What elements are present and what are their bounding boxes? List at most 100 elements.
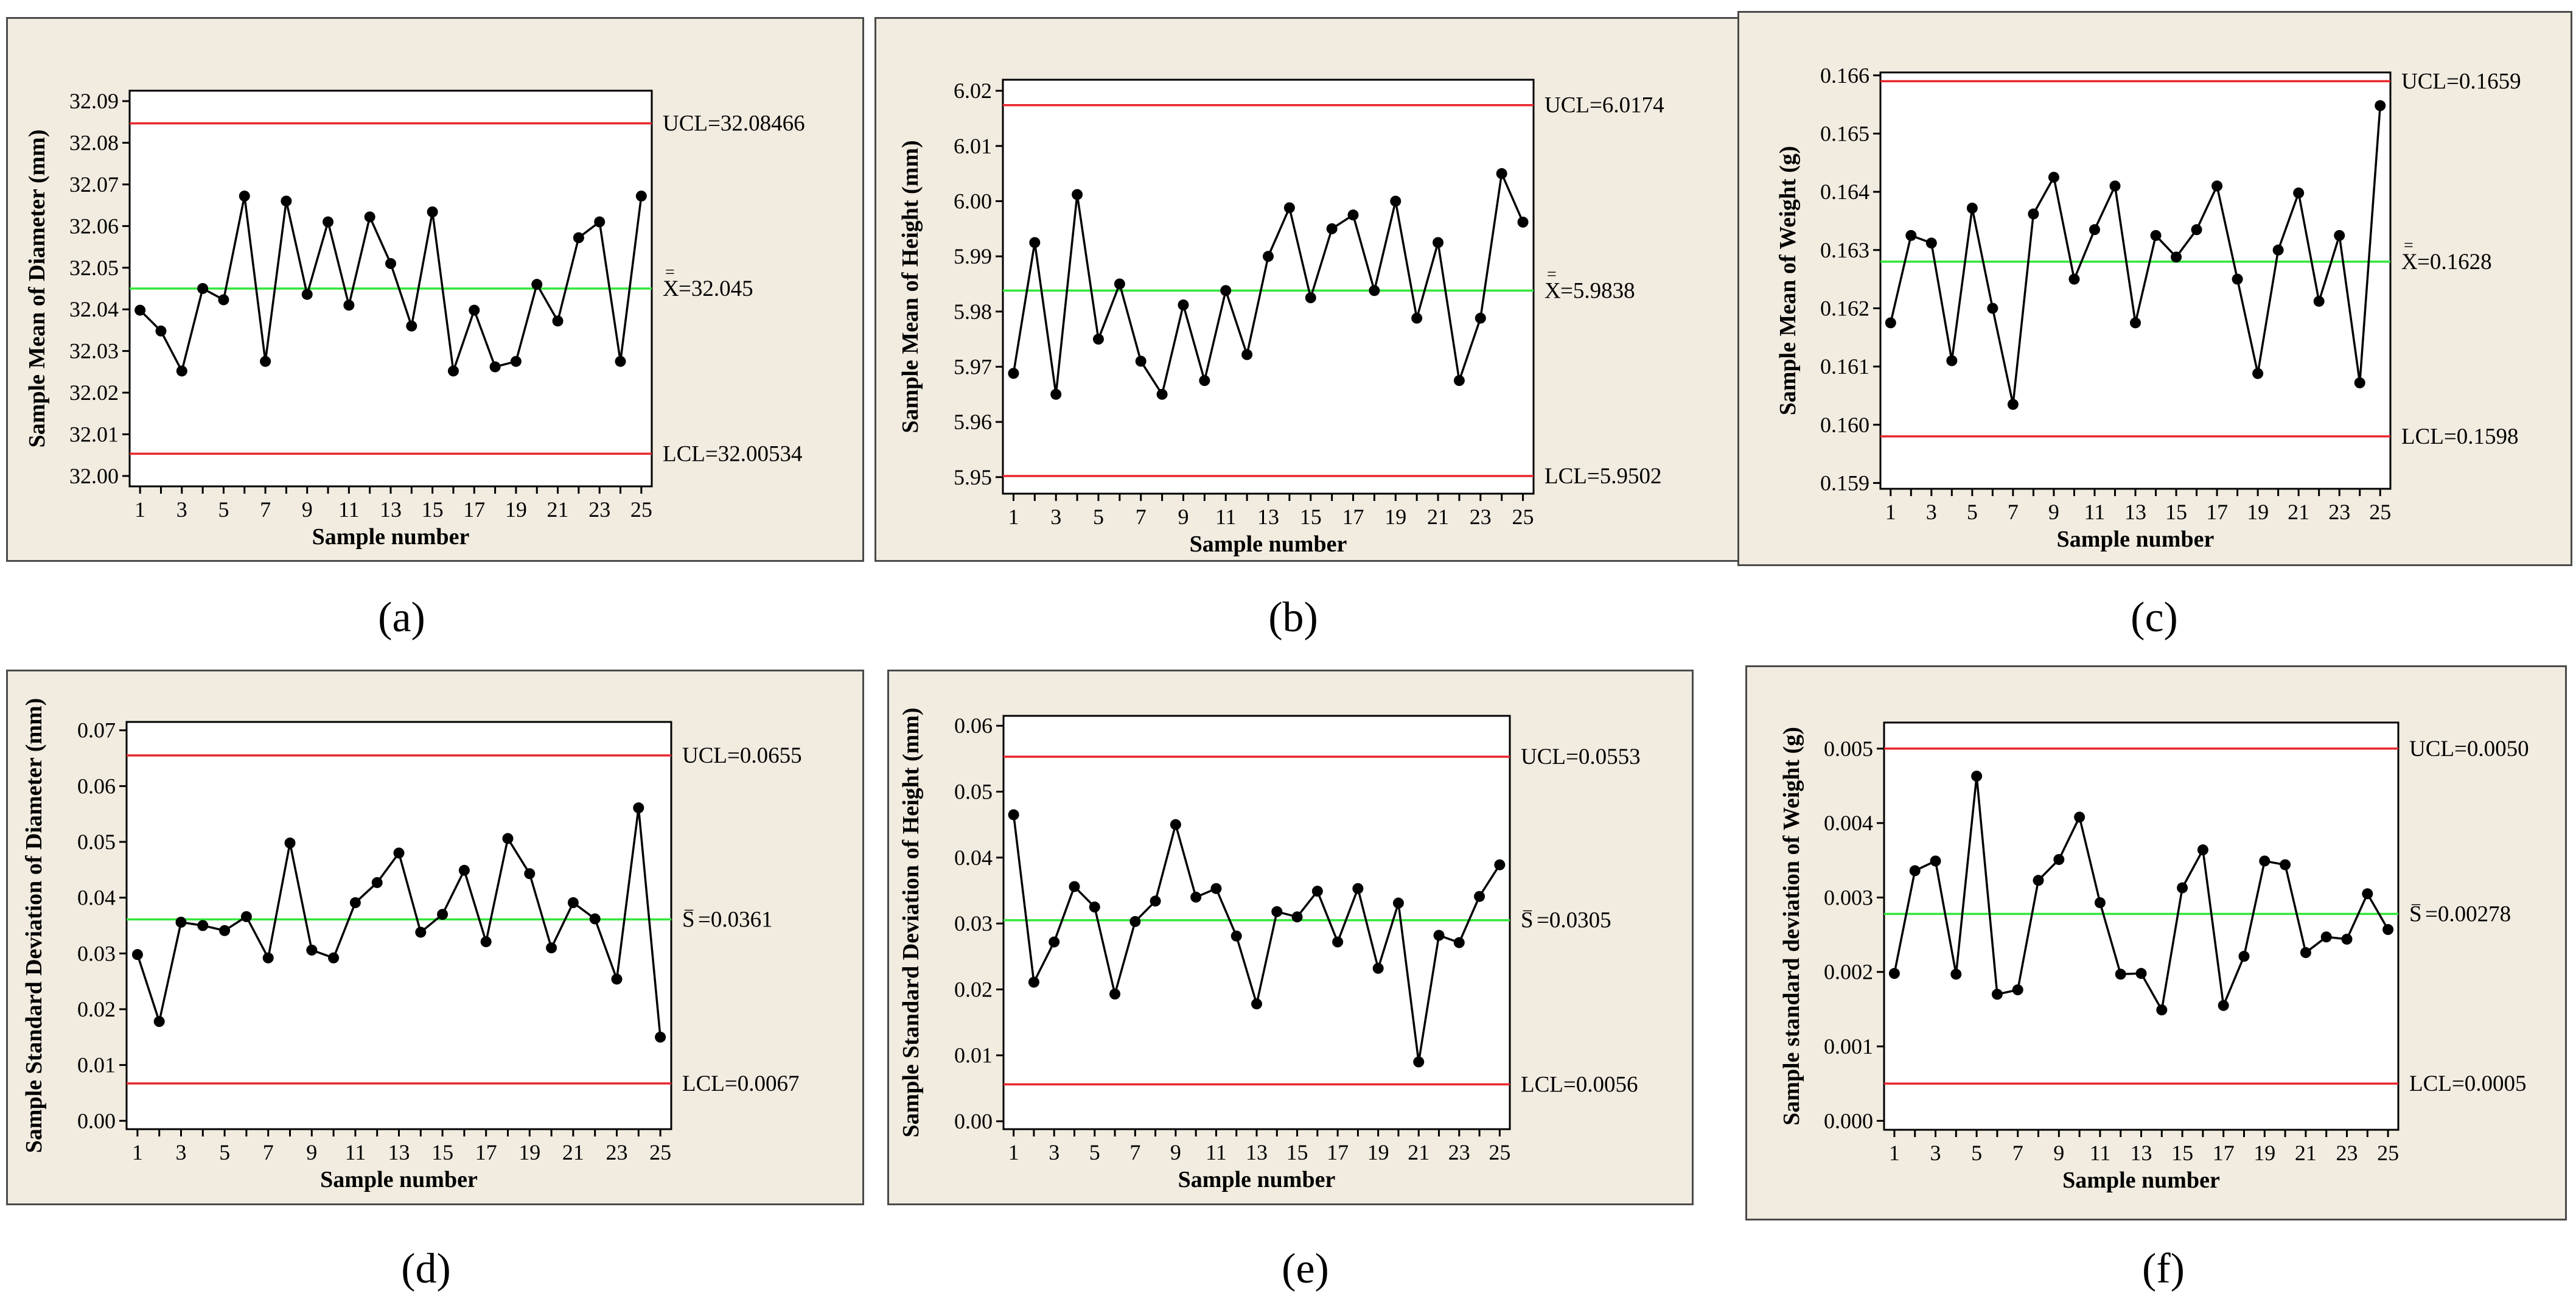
x-tick-label: 13: [2131, 1141, 2152, 1165]
data-point: [1411, 312, 1423, 324]
data-point: [1909, 865, 1921, 877]
y-tick-label: 0.00: [954, 1109, 993, 1133]
data-point: [364, 211, 375, 223]
x-tick-label: 9: [2053, 1141, 2064, 1165]
data-point: [1347, 209, 1359, 221]
x-tick-label: 7: [263, 1140, 274, 1164]
data-point: [1474, 891, 1485, 902]
data-point: [552, 315, 564, 327]
x-tick-label: 25: [1489, 1140, 1510, 1164]
x-tick-label: 17: [475, 1140, 497, 1164]
data-point: [1008, 809, 1019, 821]
data-point: [260, 355, 271, 367]
data-point: [1156, 388, 1168, 400]
x-tick-label: 13: [388, 1140, 410, 1164]
x-tick-label: 3: [1050, 505, 1061, 529]
y-tick-label: 0.160: [1820, 413, 1869, 437]
data-point: [1291, 911, 1303, 923]
x-tick-label: 19: [2253, 1141, 2275, 1165]
data-point: [301, 289, 313, 300]
data-point: [2150, 229, 2162, 241]
x-tick-label: 21: [1408, 1140, 1429, 1164]
x-tick-label: 7: [2008, 500, 2019, 524]
y-tick-label: 32.01: [69, 422, 119, 446]
plot-area: [125, 721, 672, 1130]
data-point: [489, 361, 501, 373]
x-tick-label: 21: [562, 1140, 584, 1164]
lcl-label: LCL=0.0056: [1521, 1072, 1638, 1097]
x-tick-label: 11: [338, 497, 360, 522]
data-point: [155, 325, 167, 337]
data-point: [2115, 968, 2126, 980]
x-tick-label: 21: [547, 497, 569, 522]
plot-area: [1002, 79, 1535, 495]
data-point: [176, 365, 187, 377]
data-point: [1369, 285, 1380, 296]
data-point: [1433, 930, 1445, 941]
data-point: [2362, 888, 2373, 900]
data-point: [615, 355, 626, 367]
data-point: [2375, 100, 2386, 111]
data-point: [1178, 299, 1189, 310]
data-point: [427, 206, 438, 218]
x-tick-label: 25: [1512, 505, 1534, 529]
x-tick-label: 7: [260, 497, 271, 522]
data-point: [2354, 377, 2365, 388]
y-axis-title: Sample Mean of Diameter (mm): [24, 130, 50, 448]
y-tick-label: 32.08: [69, 131, 119, 155]
data-point: [2053, 854, 2065, 866]
x-tick-label: 23: [606, 1140, 628, 1164]
data-point: [306, 944, 318, 956]
data-point: [589, 913, 601, 925]
data-point: [197, 283, 209, 294]
x-tick-label: 15: [431, 1140, 453, 1164]
y-tick-label: 32.00: [69, 464, 119, 488]
x-tick-label: 9: [306, 1140, 317, 1164]
data-point: [1433, 237, 1444, 248]
data-point: [2272, 244, 2284, 256]
data-point: [1069, 881, 1080, 892]
x-tick-label: 17: [2206, 500, 2228, 524]
caption-a: (a): [378, 594, 425, 641]
chart-panel-c: 0.159 0.160 0.161 0.162 0.163 0.164 0.165 0.166…: [1737, 11, 2572, 566]
data-point: [502, 833, 514, 844]
chart-panel-f: 0.000 0.001 0.002 0.003 0.004 0.005 1 3 5 7 9 11 13 1…: [1745, 665, 2567, 1220]
y-tick-label: 0.165: [1820, 121, 1869, 145]
data-point: [2334, 229, 2345, 241]
y-axis-title: Sample Standard Deviation of Height (mm): [898, 707, 924, 1137]
data-point: [2007, 399, 2019, 410]
x-axis-title: Sample number: [1178, 1167, 1336, 1192]
x-tick-label: 11: [2090, 1141, 2111, 1165]
y-tick-label: 32.04: [69, 297, 119, 321]
center-label: =0.0361: [698, 907, 773, 932]
data-point: [1453, 375, 1465, 387]
data-point: [1925, 237, 1937, 249]
data-point: [219, 925, 231, 936]
y-tick-label: 0.002: [1824, 960, 1873, 984]
data-point: [1283, 202, 1295, 214]
x-tick-label: 15: [2171, 1141, 2193, 1165]
data-point: [1263, 251, 1274, 262]
data-point: [1251, 998, 1262, 1010]
data-point: [437, 909, 449, 920]
center-symbol-bar: _: [1523, 895, 1532, 914]
x-axis-title: Sample number: [312, 524, 470, 550]
chart-svg-c: 0.159 0.160 0.161 0.162 0.163 0.164 0.165 0.166…: [1775, 63, 2521, 552]
y-tick-label: 32.05: [69, 256, 119, 280]
plot-area: [1879, 71, 2392, 490]
x-tick-label: 17: [463, 497, 485, 522]
chart-svg-a: 32.00 32.01 32.02 32.03 32.04 32.05 32.06 32.07…: [24, 89, 805, 550]
x-tick-label: 23: [2336, 1141, 2358, 1165]
chart-panel-a: 32.00 32.01 32.02 32.03 32.04 32.05 32.06 32.07…: [6, 17, 864, 562]
ucl-label: UCL=0.0050: [2409, 737, 2529, 762]
chart-panel-b: 5.95 5.96 5.97 5.98 5.99 6.00 6.01 6.02 1 3 5 7 9 11 1…: [874, 17, 1742, 562]
y-tick-label: 0.05: [954, 780, 993, 804]
center-symbol: X: [663, 276, 679, 301]
data-point: [406, 320, 417, 332]
data-point: [469, 304, 480, 316]
center-symbol-bar: =: [1547, 265, 1557, 284]
x-tick-label: 3: [176, 1140, 187, 1164]
caption-b: (b): [1268, 594, 1318, 641]
data-point: [239, 191, 250, 202]
caption-f: (f): [2142, 1245, 2185, 1292]
